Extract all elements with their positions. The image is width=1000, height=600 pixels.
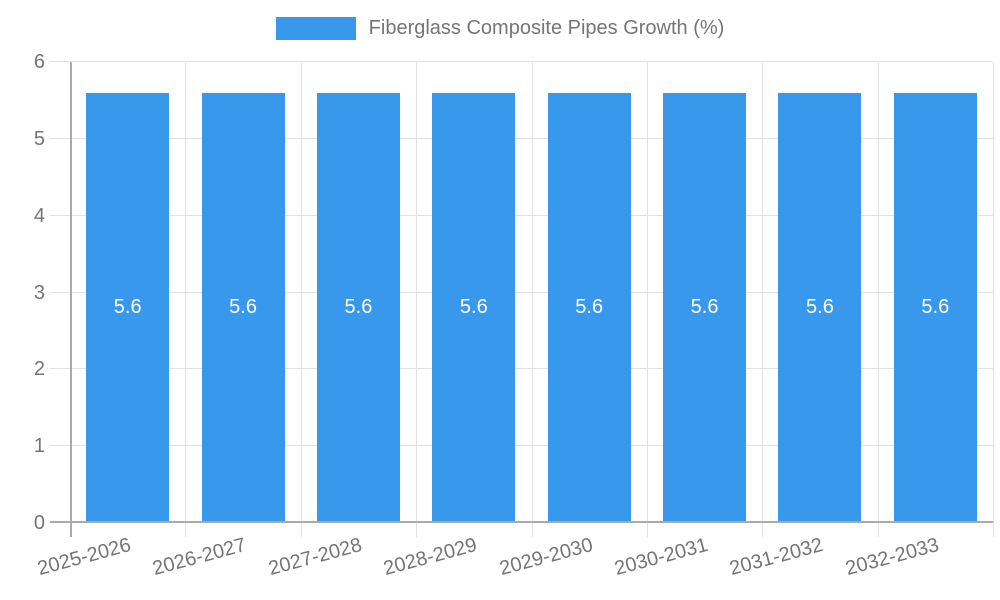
h-gridline	[50, 61, 993, 62]
bar-2032-2033[interactable]: 5.6	[893, 92, 977, 523]
x-axis-label: 2027-2028	[266, 534, 365, 581]
plot-area: 0 1 2 3 4 5 6 5.6 2025-2026 5.6 2026-2027 5.6 2027-2…	[34, 52, 994, 580]
x-axis-label: 2031-2032	[727, 534, 826, 581]
bar-value-label: 5.6	[113, 296, 142, 319]
bar-value-label: 5.6	[459, 296, 488, 319]
legend-swatch-icon	[275, 17, 356, 40]
legend[interactable]: Fiberglass Composite Pipes Growth (%)	[0, 17, 1000, 40]
bar-2026-2027[interactable]: 5.6	[201, 92, 285, 523]
y-axis-tick-label: 4	[33, 204, 45, 227]
x-axis-line	[50, 521, 993, 523]
y-axis-tick-label: 5	[33, 127, 45, 150]
y-axis-tick-label: 6	[33, 51, 45, 73]
bar-value-label: 5.6	[921, 296, 950, 319]
y-axis-tick-label: 3	[33, 281, 45, 304]
v-gridline	[646, 62, 648, 537]
v-gridline	[185, 62, 187, 537]
bar-value-label: 5.6	[344, 296, 373, 319]
v-gridline	[877, 62, 879, 537]
h-gridline	[50, 445, 993, 447]
v-gridline	[993, 62, 994, 537]
y-axis-tick-label: 0	[33, 512, 45, 534]
h-gridline	[50, 368, 993, 370]
x-axis-label: 2032-2033	[842, 534, 942, 581]
bar-2028-2029[interactable]: 5.6	[432, 92, 516, 523]
h-gridline	[50, 291, 993, 293]
bar-value-label: 5.6	[690, 296, 719, 319]
v-gridline	[300, 62, 302, 537]
x-axis-label: 2028-2029	[381, 534, 480, 581]
x-axis-label: 2026-2027	[150, 534, 249, 581]
bar-2027-2028[interactable]: 5.6	[316, 92, 400, 523]
y-axis-line	[70, 62, 72, 537]
bar-value-label: 5.6	[229, 296, 257, 319]
x-axis-label: 2025-2026	[35, 534, 134, 581]
bar-2030-2031[interactable]: 5.6	[663, 92, 747, 523]
bar-2029-2030[interactable]: 5.6	[547, 92, 631, 523]
v-gridline	[416, 62, 418, 537]
v-gridline	[531, 62, 533, 537]
bar-value-label: 5.6	[806, 296, 834, 319]
h-gridline	[50, 214, 993, 216]
legend-label: Fiberglass Composite Pipes Growth (%)	[368, 17, 725, 39]
x-axis-label: 2029-2030	[496, 534, 595, 581]
y-axis-tick-label: 2	[33, 358, 45, 381]
x-axis-label: 2030-2031	[612, 534, 711, 581]
v-gridline	[762, 62, 764, 537]
bar-value-label: 5.6	[575, 296, 604, 319]
bar-2025-2026[interactable]: 5.6	[86, 92, 170, 523]
h-gridline	[50, 137, 993, 139]
y-axis-tick-label: 1	[33, 435, 45, 458]
bar-2031-2032[interactable]: 5.6	[778, 92, 862, 523]
